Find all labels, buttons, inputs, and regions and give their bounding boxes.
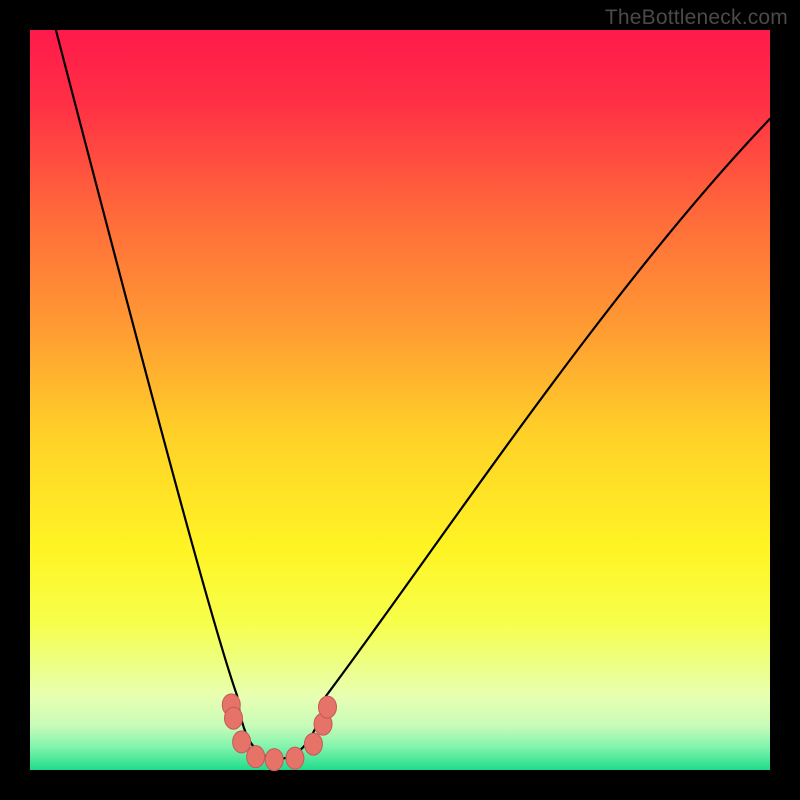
marker-dot: [265, 749, 283, 771]
chart-frame: TheBottleneck.com: [0, 0, 800, 800]
marker-dot: [247, 746, 265, 768]
marker-dot: [318, 696, 336, 718]
marker-dot: [233, 731, 251, 753]
watermark-text: TheBottleneck.com: [605, 6, 788, 30]
chart-svg: [0, 0, 800, 800]
marker-dot: [225, 707, 243, 729]
marker-dot: [304, 733, 322, 755]
plot-background: [30, 30, 770, 770]
marker-dot: [286, 747, 304, 769]
